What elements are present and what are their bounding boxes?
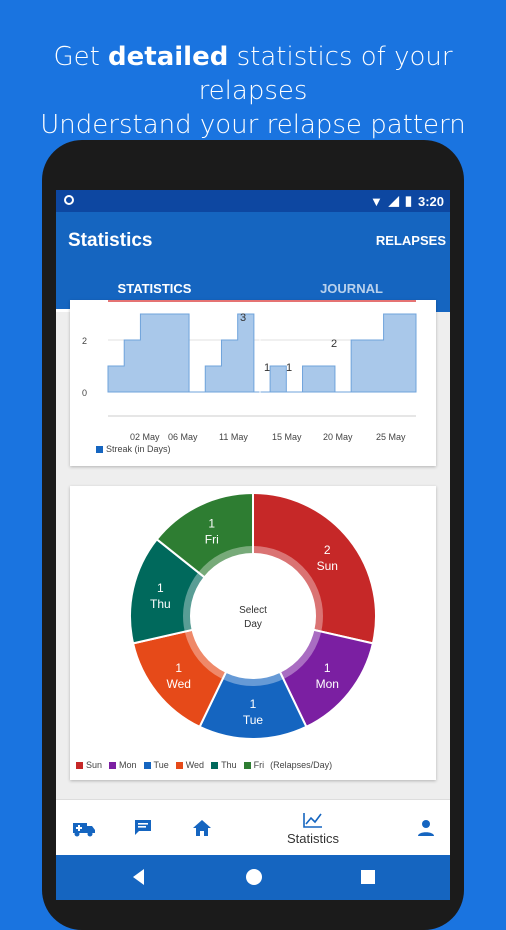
recents-icon[interactable] xyxy=(359,867,377,887)
streak-area xyxy=(107,313,417,393)
legend-swatch xyxy=(109,761,117,769)
legend-label: Thu xyxy=(221,760,237,770)
slice-count-label: 1 xyxy=(157,581,164,595)
slice-day-label: Mon xyxy=(316,677,339,691)
legend-label: Streak (in Days) xyxy=(106,444,171,454)
home-icon xyxy=(193,820,211,836)
slice-day-label: Sun xyxy=(317,559,338,573)
tab-journal[interactable]: JOURNAL xyxy=(320,281,383,296)
ambulance-icon xyxy=(73,823,95,837)
nav-chat[interactable] xyxy=(126,800,162,856)
nav-statistics-label: Statistics xyxy=(286,830,339,846)
point-label: 3 xyxy=(240,312,246,324)
slice-count-label: 1 xyxy=(175,661,182,675)
back-icon[interactable] xyxy=(130,867,148,887)
slice-day-label: Fri xyxy=(205,532,219,546)
legend-swatch xyxy=(175,761,183,769)
person-icon xyxy=(418,820,434,836)
weekday-legend: Sun Mon Tue Wed Thu Fri (Relapses/Day) xyxy=(76,760,332,770)
weekday-donut-chart[interactable]: Select Day 2 Sun 1 Mon 1 Tue 1 Wed 1 Thu 1 Fri xyxy=(70,486,436,756)
statistics-icon xyxy=(303,812,322,828)
x-tick-label: 25 May xyxy=(376,432,406,442)
inner-ring xyxy=(183,546,323,686)
slice-day-label: Thu xyxy=(150,597,171,611)
x-tick-label: 06 May xyxy=(168,432,198,442)
x-tick-label: 02 May xyxy=(130,432,160,442)
bottom-navigation: Statistics xyxy=(56,799,450,856)
wifi-icon: ▼ xyxy=(369,193,383,209)
point-label: 1 xyxy=(264,362,270,374)
home-circle-icon[interactable] xyxy=(244,867,264,887)
legend-swatch xyxy=(211,761,219,769)
slice-day-label: Tue xyxy=(243,713,264,727)
legend-label: Tue xyxy=(153,760,169,770)
legend-suffix: (Relapses/Day) xyxy=(270,760,333,770)
point-label: 2 xyxy=(331,338,337,350)
y-tick-label: 2 xyxy=(82,336,87,346)
slice-day-label: Wed xyxy=(166,677,190,691)
relapses-button[interactable]: RELAPSES xyxy=(375,233,446,248)
system-navigation-bar xyxy=(56,855,450,900)
promo-text: Get detailed statistics of your relapses… xyxy=(0,40,506,142)
legend-label: Sun xyxy=(86,760,103,770)
slice-count-label: 2 xyxy=(324,543,331,557)
slice-count-label: 1 xyxy=(250,697,257,711)
weekday-chart-card: Select Day 2 Sun 1 Mon 1 Tue 1 Wed 1 Thu 1 Fri Sun … xyxy=(70,486,436,780)
streak-chart[interactable]: 2 0 02 May 06 May 11 May 15 May 20 May 2… xyxy=(70,300,436,466)
legend-label: Wed xyxy=(185,760,205,770)
status-time: 3:20 xyxy=(417,193,444,209)
signal-icon: ◢ xyxy=(388,193,399,208)
donut-center[interactable] xyxy=(191,554,315,678)
nav-ambulance[interactable] xyxy=(66,800,102,856)
nav-profile[interactable] xyxy=(408,800,444,856)
legend-swatch xyxy=(76,761,83,769)
legend-swatch xyxy=(96,445,103,453)
x-tick-label: 11 May xyxy=(219,432,248,442)
center-label: Select xyxy=(239,605,267,616)
app-screen: ▼ ◢ ▮ 3:20 Statistics RELAPSES STATISTIC… xyxy=(56,190,450,900)
x-tick-label: 20 May xyxy=(323,432,353,442)
streak-legend: Streak (in Days) xyxy=(96,444,171,454)
notification-icon xyxy=(64,195,74,205)
y-tick-label: 0 xyxy=(82,388,87,398)
streak-chart-card: 2 0 02 May 06 May 11 May 15 May 20 May 2… xyxy=(70,300,436,466)
page-title: Statistics xyxy=(68,230,153,251)
point-label: 1 xyxy=(286,362,292,374)
x-tick-label: 15 May xyxy=(272,432,302,442)
legend-swatch xyxy=(243,761,251,769)
promo-line-1: Get detailed statistics of your relapses xyxy=(53,42,453,106)
app-bar: Statistics RELAPSES xyxy=(56,212,450,268)
chat-icon xyxy=(135,820,151,835)
slice-count-label: 1 xyxy=(324,661,331,675)
center-label: Day xyxy=(244,619,262,630)
battery-icon: ▮ xyxy=(404,193,412,208)
status-bar: ▼ ◢ ▮ 3:20 xyxy=(56,190,450,212)
nav-statistics[interactable]: Statistics xyxy=(278,800,348,856)
promo-line-2: Understand your relapse pattern xyxy=(40,110,466,140)
legend-label: Mon xyxy=(119,760,137,770)
nav-home[interactable] xyxy=(184,800,220,856)
slice-count-label: 1 xyxy=(208,516,215,530)
legend-swatch xyxy=(143,761,151,769)
legend-label: Fri xyxy=(253,760,265,770)
